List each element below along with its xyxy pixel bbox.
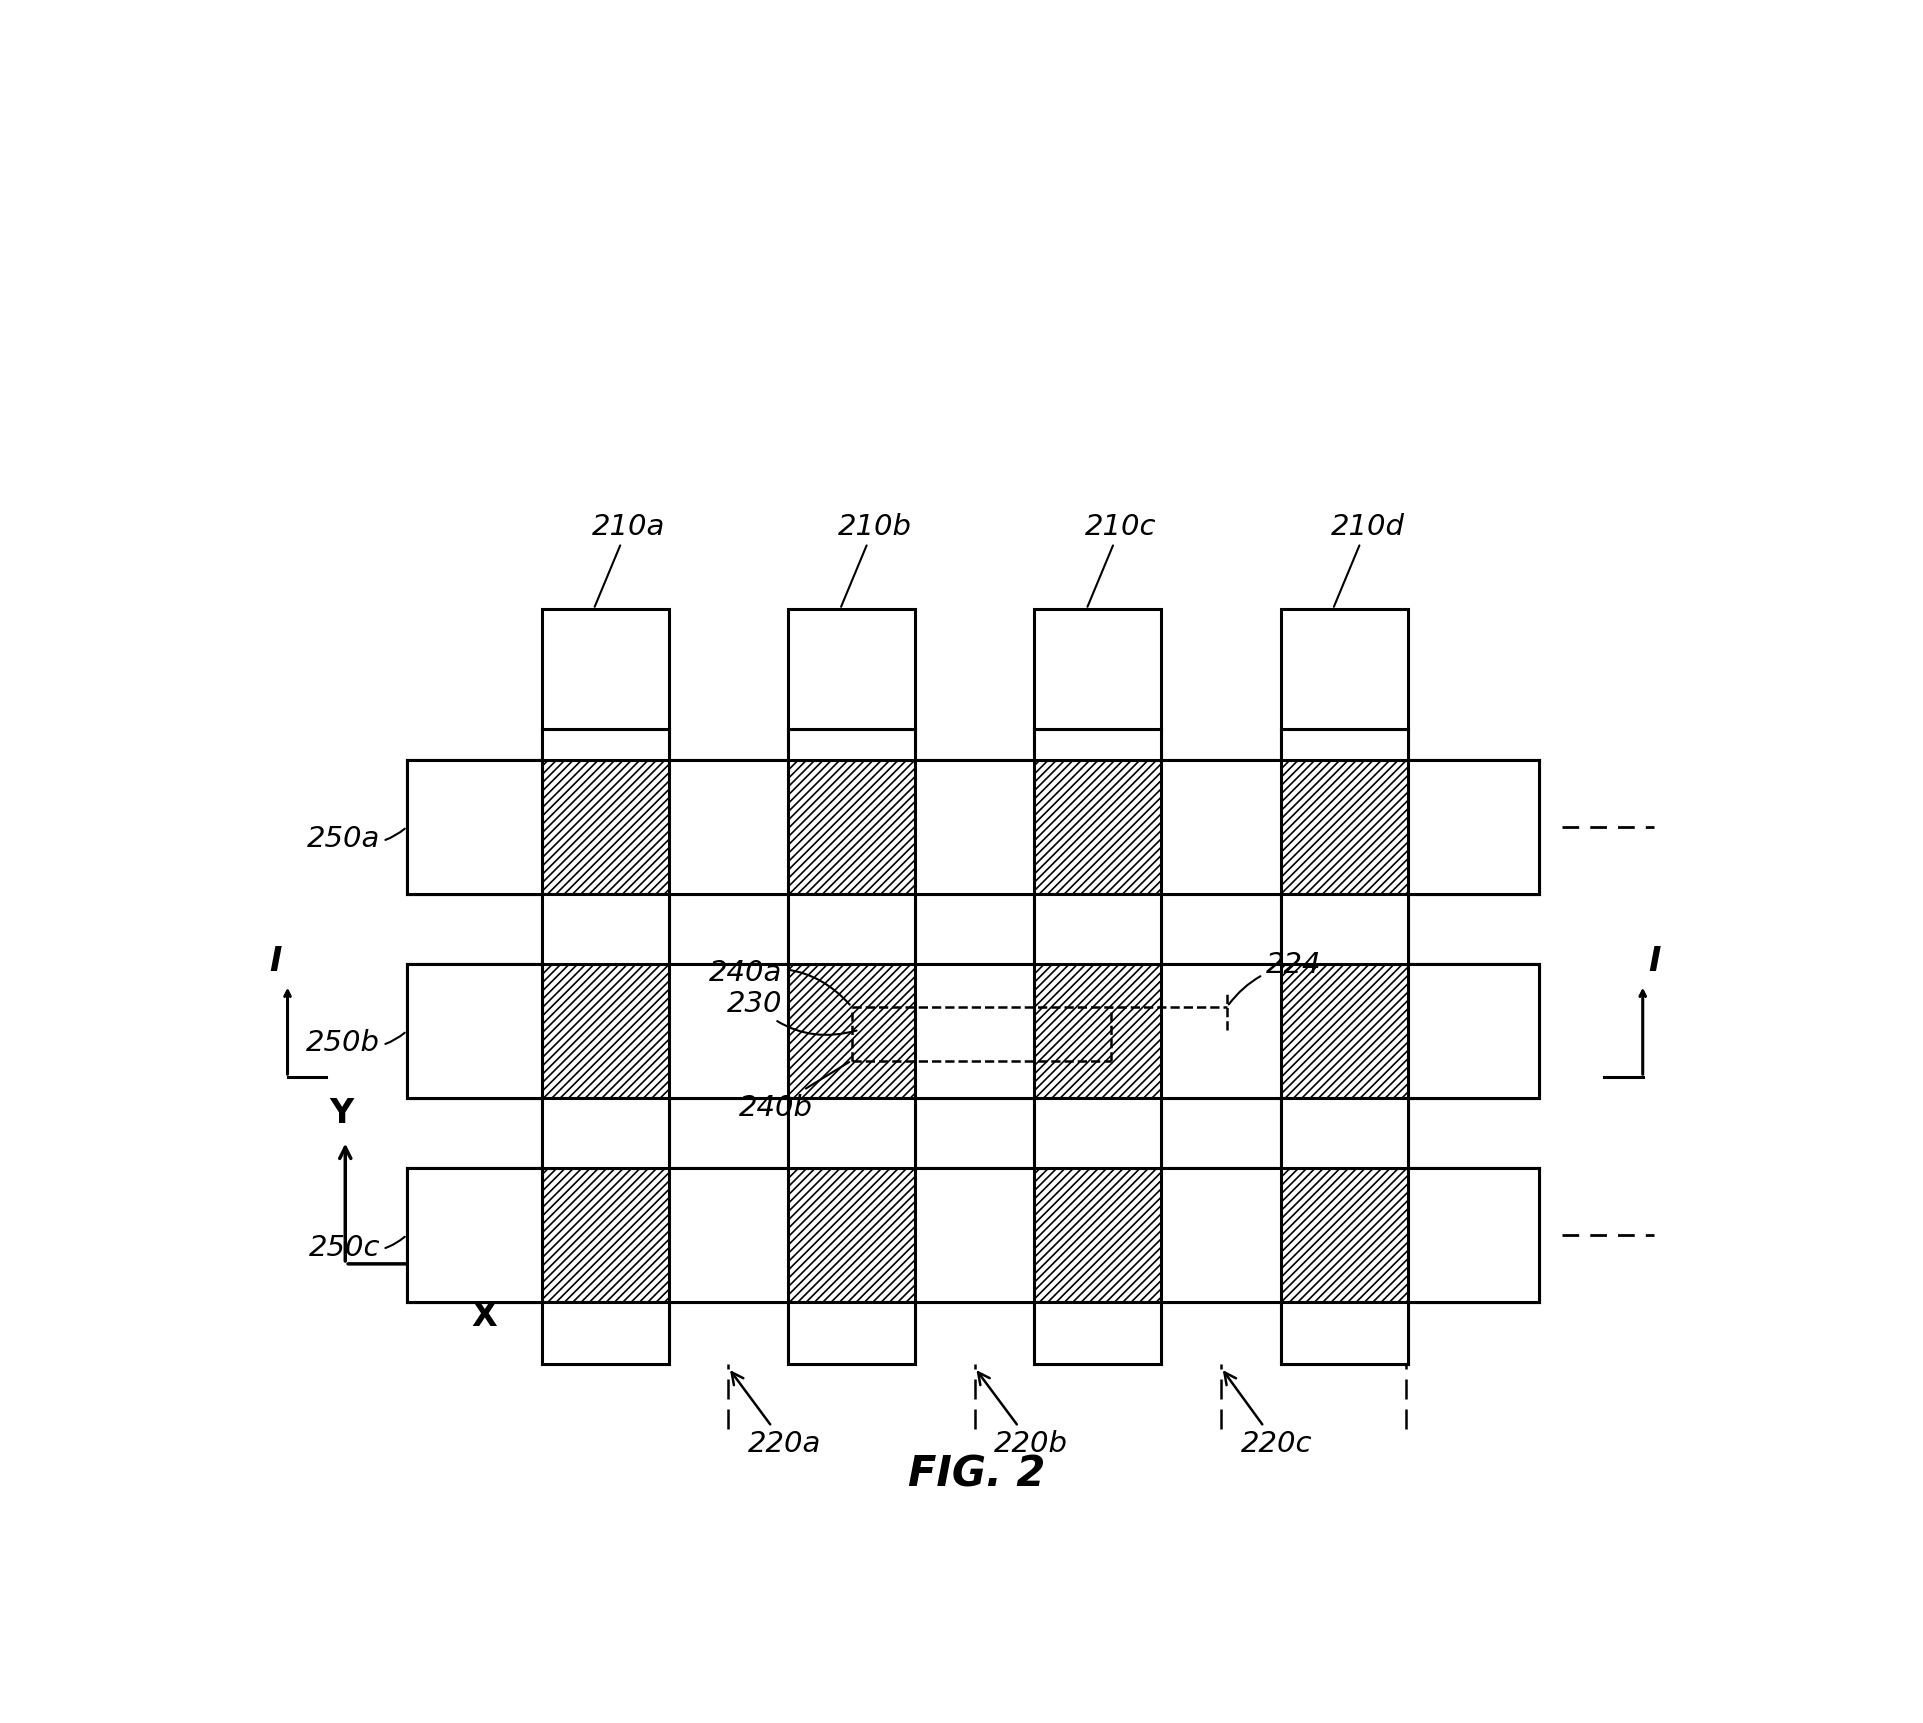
Bar bbox=[1408, 1168, 1538, 1303]
Bar bbox=[788, 610, 915, 729]
Text: 240a: 240a bbox=[710, 958, 850, 1005]
Bar bbox=[1035, 894, 1161, 963]
Bar bbox=[669, 963, 788, 1099]
Text: 220a: 220a bbox=[731, 1373, 821, 1458]
Bar bbox=[1408, 760, 1538, 894]
Bar bbox=[542, 729, 669, 1365]
Bar bbox=[788, 1303, 915, 1365]
Bar bbox=[1281, 610, 1408, 729]
Bar bbox=[408, 1168, 542, 1303]
Text: 240b: 240b bbox=[738, 1063, 850, 1122]
Bar bbox=[788, 894, 915, 963]
Bar bbox=[1035, 1099, 1161, 1168]
Bar bbox=[1161, 760, 1281, 894]
Bar bbox=[788, 729, 915, 1365]
Bar bbox=[408, 760, 542, 894]
Bar bbox=[408, 1168, 542, 1303]
Bar bbox=[408, 963, 542, 1099]
Bar bbox=[542, 894, 669, 963]
Bar bbox=[788, 1099, 915, 1168]
Bar bbox=[1035, 729, 1161, 1365]
Bar bbox=[915, 1168, 1035, 1303]
Text: 224: 224 bbox=[1229, 951, 1321, 1005]
Text: 250b: 250b bbox=[306, 1029, 404, 1056]
Text: I: I bbox=[269, 944, 283, 977]
Text: FIG. 2: FIG. 2 bbox=[908, 1452, 1046, 1496]
Bar bbox=[669, 1168, 788, 1303]
Bar bbox=[408, 760, 542, 894]
Bar bbox=[408, 760, 1538, 894]
Bar bbox=[1035, 1303, 1161, 1365]
Text: X: X bbox=[471, 1299, 496, 1332]
Bar bbox=[1408, 963, 1538, 1099]
Bar bbox=[542, 1303, 669, 1365]
Bar bbox=[1281, 729, 1408, 1365]
Bar bbox=[1281, 729, 1408, 1365]
Bar bbox=[788, 729, 915, 1365]
Bar bbox=[408, 1168, 1538, 1303]
Bar bbox=[1035, 610, 1161, 729]
Bar bbox=[1281, 729, 1408, 760]
Text: 250a: 250a bbox=[306, 825, 404, 853]
Bar bbox=[1281, 1303, 1408, 1365]
Bar bbox=[542, 729, 669, 1365]
Text: 250c: 250c bbox=[308, 1234, 404, 1261]
Text: I: I bbox=[1648, 944, 1660, 977]
Bar bbox=[788, 729, 915, 760]
Text: 220b: 220b bbox=[979, 1373, 1067, 1458]
Bar bbox=[542, 610, 669, 729]
Text: 230: 230 bbox=[727, 989, 856, 1036]
Text: 220c: 220c bbox=[1225, 1373, 1311, 1458]
Text: 210b: 210b bbox=[838, 513, 912, 608]
Bar bbox=[1161, 963, 1281, 1099]
Bar bbox=[1408, 1168, 1538, 1303]
Bar bbox=[1035, 729, 1161, 760]
Bar bbox=[1161, 1168, 1281, 1303]
Bar bbox=[408, 963, 542, 1099]
Bar bbox=[669, 760, 788, 894]
Bar bbox=[408, 963, 1538, 1099]
Bar bbox=[542, 1099, 669, 1168]
Bar bbox=[542, 729, 669, 760]
Bar bbox=[1408, 760, 1538, 894]
Text: 210d: 210d bbox=[1331, 513, 1404, 608]
Bar bbox=[408, 760, 1538, 894]
Text: 210c: 210c bbox=[1085, 513, 1158, 608]
Bar bbox=[915, 760, 1035, 894]
Text: Y: Y bbox=[329, 1096, 354, 1130]
Text: 210a: 210a bbox=[592, 513, 665, 608]
Bar bbox=[1281, 1099, 1408, 1168]
Bar bbox=[408, 1168, 1538, 1303]
Bar bbox=[1281, 894, 1408, 963]
Bar bbox=[1035, 729, 1161, 1365]
Bar bbox=[1408, 963, 1538, 1099]
Bar bbox=[915, 963, 1035, 1099]
Bar bbox=[408, 963, 1538, 1099]
